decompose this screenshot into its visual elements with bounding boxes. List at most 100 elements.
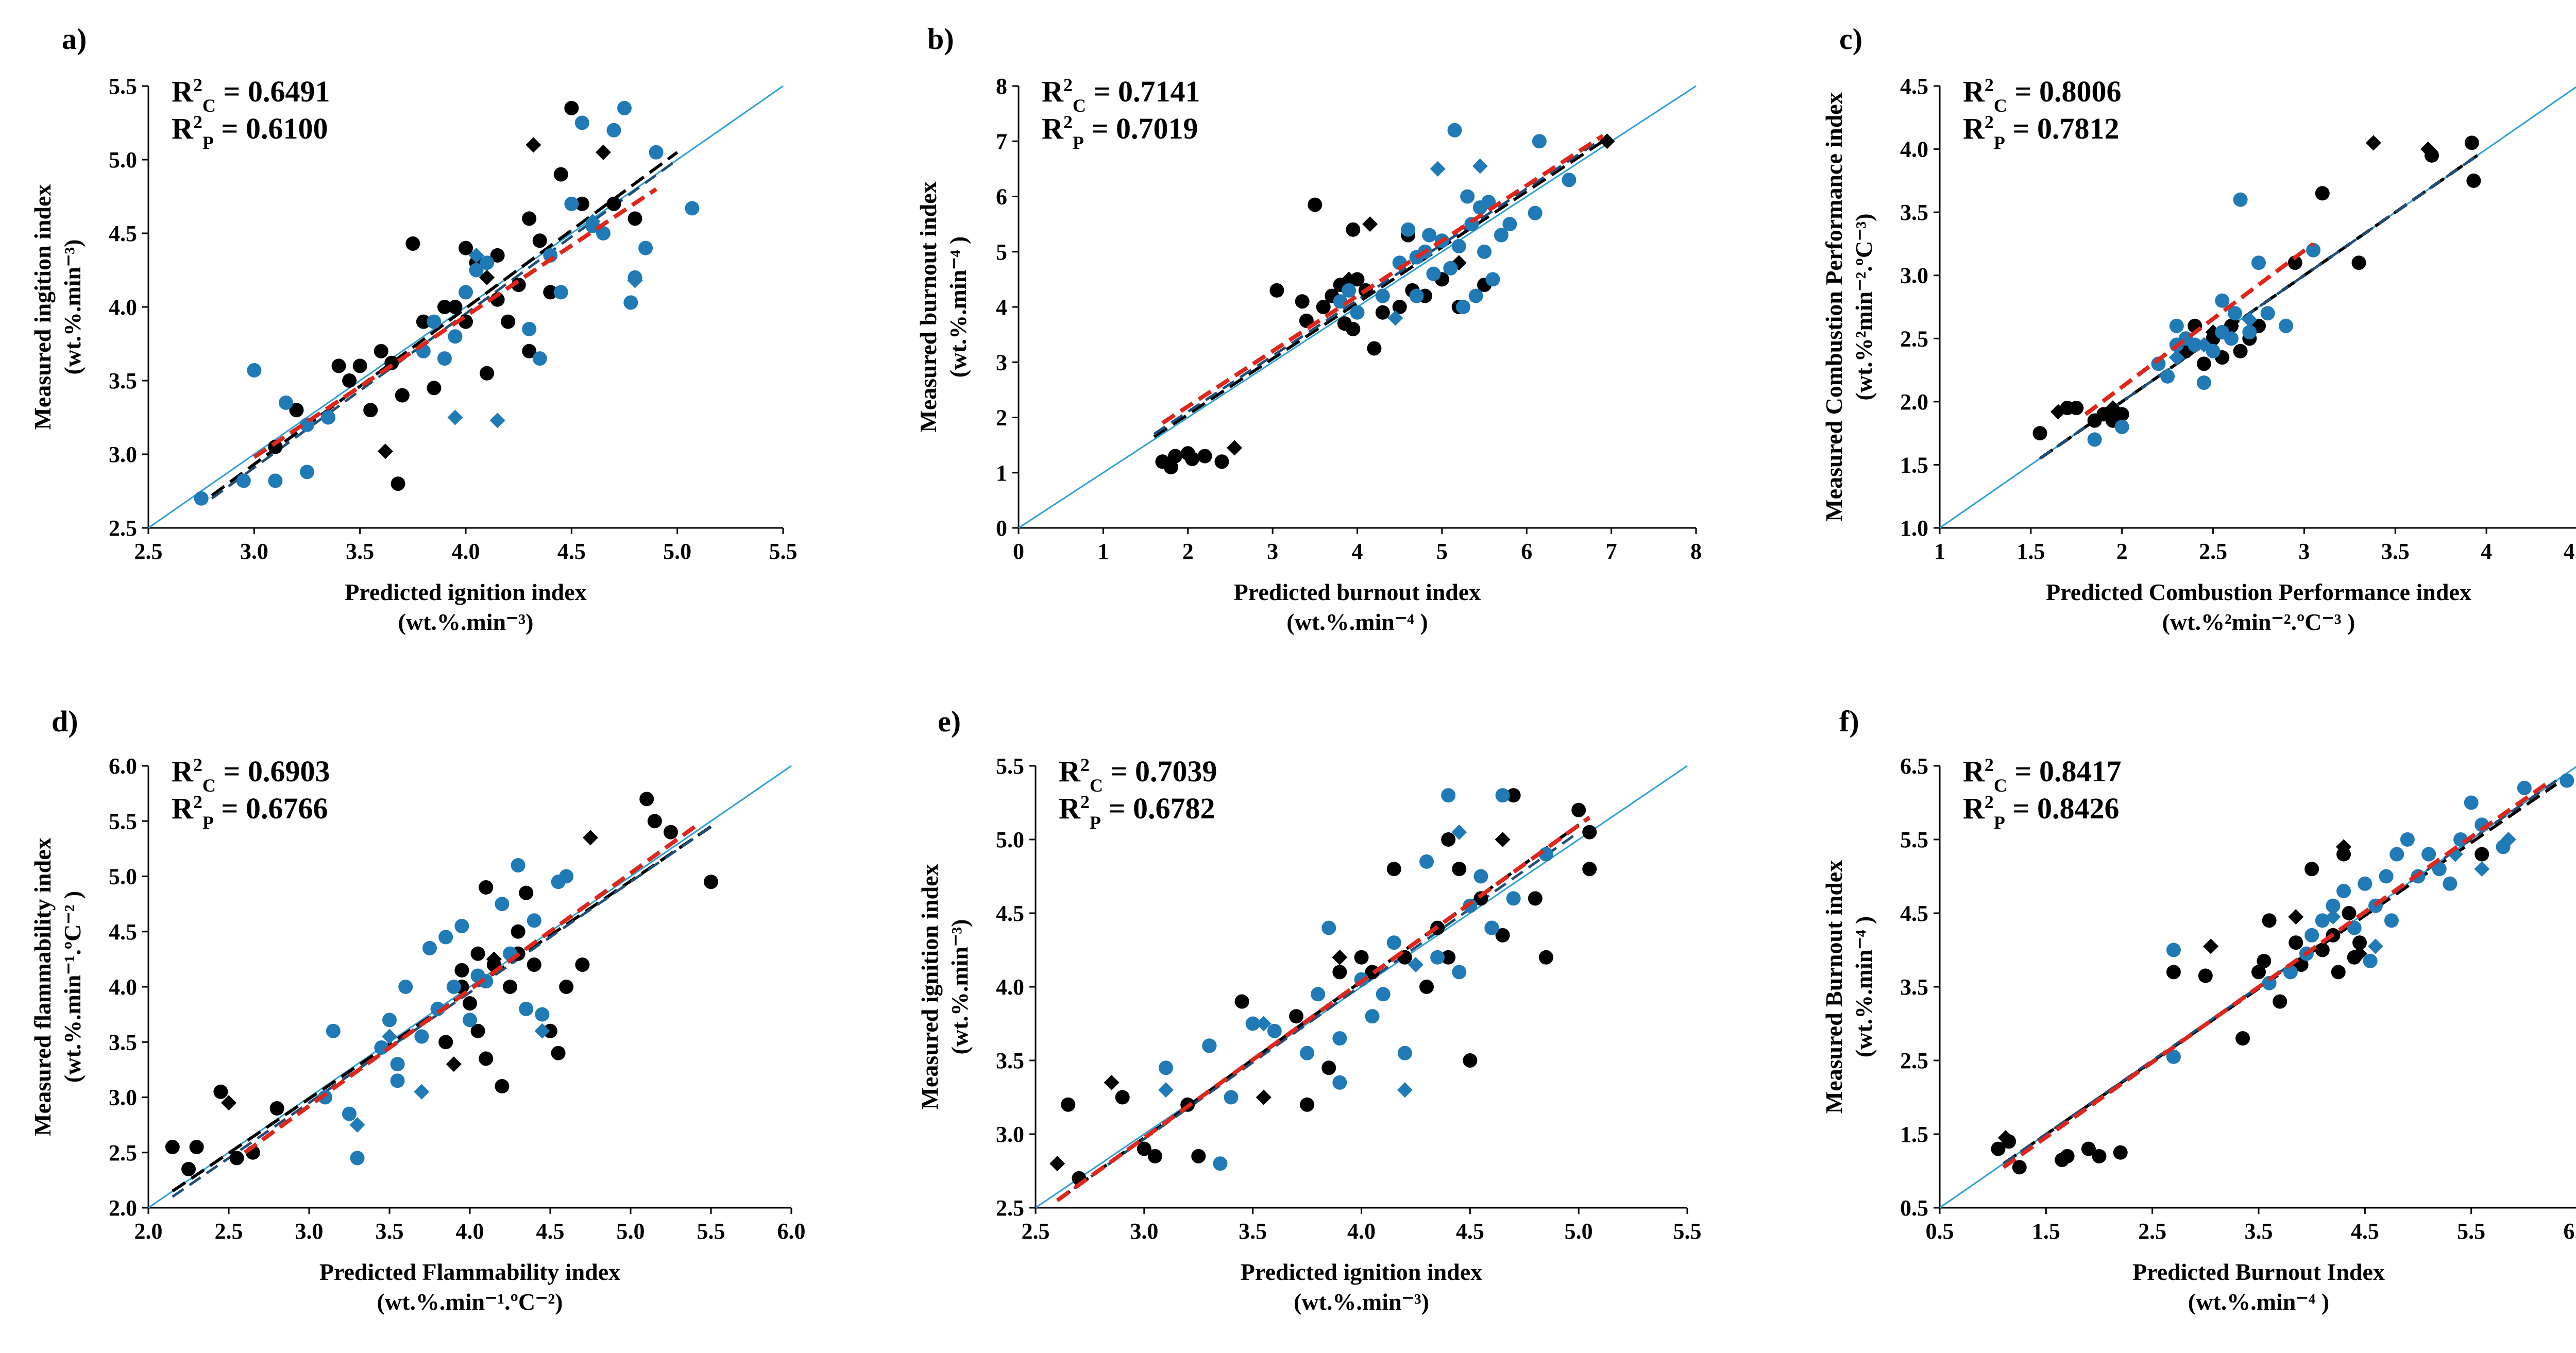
x-tick-label: 2.0 — [134, 1219, 163, 1244]
prediction-point — [2443, 876, 2458, 891]
x-axis-unit: (wt.%.min⁻⁴ ) — [2188, 1289, 2329, 1315]
calibration-point — [2289, 935, 2303, 950]
trendline-prediction — [1056, 831, 1580, 1202]
calibration-point — [165, 1140, 180, 1155]
calibration-diamond-point — [2105, 400, 2121, 416]
prediction-diamond-point — [382, 1029, 397, 1044]
calibration-point — [2315, 186, 2330, 201]
r2-calibration-value: 0.8006 — [2039, 75, 2122, 108]
prediction-point — [685, 201, 700, 216]
x-tick-label: 4.5 — [2564, 539, 2576, 564]
prediction-point — [1506, 891, 1521, 906]
x-tick-label: 2.5 — [1022, 1219, 1050, 1244]
calibration-diamond-point — [2420, 141, 2436, 157]
prediction-diamond-point — [1408, 957, 1423, 973]
x-tick-label: 4.5 — [1456, 1219, 1484, 1244]
y-tick-label: 3.5 — [1900, 974, 1928, 1000]
prediction-point — [2169, 318, 2184, 333]
calibration-point — [289, 403, 304, 418]
x-tick-label: 3.5 — [346, 539, 374, 564]
y-tick-label: 5.5 — [109, 74, 137, 99]
x-tick-label: 4.0 — [452, 539, 480, 564]
calibration-point — [1332, 965, 1347, 980]
prediction-point — [553, 285, 568, 300]
calibration-point — [501, 314, 516, 329]
prediction-point — [1460, 189, 1475, 204]
x-axis-unit: (wt.%.min⁻⁴ ) — [1286, 609, 1428, 635]
calibration-diamond-point — [1362, 216, 1378, 232]
y-tick-label: 4.5 — [996, 901, 1024, 926]
prediction-point — [446, 980, 461, 994]
calibration-point — [1214, 454, 1229, 469]
prediction-point — [1502, 217, 1517, 232]
calibration-point — [331, 358, 346, 373]
calibration-point — [189, 1140, 204, 1155]
y-tick-label: 3.0 — [109, 442, 137, 467]
r2-prediction: R2P = 0.7812 — [1963, 112, 2119, 153]
trendline-calibration — [2003, 783, 2557, 1165]
x-tick-label: 5.0 — [663, 539, 691, 564]
y-tick-label: 1.5 — [1900, 1122, 1928, 1147]
trendline-overall — [253, 187, 657, 459]
x-axis-label: Predicted Flammability index — [319, 1259, 620, 1285]
prediction-diamond-point — [585, 214, 601, 230]
calibration-point — [2092, 1149, 2107, 1163]
trendline-calibration — [1056, 823, 1580, 1202]
prediction-point — [1376, 987, 1391, 1002]
prediction-point — [414, 1029, 429, 1044]
calibration-point — [2060, 1149, 2075, 1163]
prediction-diamond-point — [1387, 310, 1403, 326]
r2-prediction-value: 0.7019 — [1116, 112, 1198, 145]
calibration-point — [1506, 788, 1521, 803]
calibration-point — [1295, 294, 1310, 309]
x-tick-label: 2 — [2116, 539, 2128, 564]
panel-letter: b) — [927, 22, 954, 56]
calibration-point — [522, 211, 537, 226]
prediction-point — [2215, 325, 2230, 340]
calibration-point — [342, 373, 357, 388]
y-axis-unit: (wt.%.min⁻³) — [59, 239, 86, 375]
x-tick-label: 5 — [1436, 539, 1448, 564]
calibration-point — [1184, 451, 1199, 466]
calibration-diamond-point — [2336, 839, 2352, 855]
x-tick-label: 5.0 — [1565, 1219, 1593, 1244]
prediction-point — [318, 1090, 333, 1105]
calibration-point — [459, 241, 473, 255]
calibration-diamond-point — [595, 144, 611, 160]
x-tick-label: 6 — [1521, 539, 1532, 564]
calibration-diamond-point — [1495, 832, 1511, 847]
calibration-point — [1495, 928, 1510, 943]
prediction-point — [2379, 869, 2394, 884]
calibration-point — [2475, 847, 2489, 862]
calibration-point — [1375, 305, 1390, 320]
prediction-point — [382, 1013, 397, 1027]
y-tick-label: 4.0 — [109, 974, 137, 1000]
calibration-point — [1350, 272, 1365, 287]
y-tick-label: 2.5 — [1900, 326, 1928, 351]
calibration-point — [2081, 1141, 2096, 1156]
calibration-point — [1365, 965, 1380, 980]
y-tick-label: 3.5 — [1900, 200, 1928, 225]
calibration-point — [1191, 1149, 1206, 1163]
calibration-point — [543, 285, 558, 300]
prediction-point — [649, 145, 664, 160]
calibration-point — [352, 358, 367, 373]
prediction-point — [1426, 266, 1441, 281]
prediction-point — [1443, 261, 1458, 276]
x-axis-unit: (wt.%.min⁻¹.ºC⁻²) — [377, 1289, 563, 1315]
r2-calibration: R2C = 0.6903 — [172, 755, 330, 796]
r2-prediction-value: 0.8426 — [2037, 792, 2120, 825]
r2-calibration: R2C = 0.8006 — [1963, 75, 2121, 116]
prediction-point — [1159, 1060, 1173, 1075]
calibration-point — [532, 233, 547, 248]
y-axis-label: Measured Burnout index — [1821, 860, 1847, 1114]
x-tick-label: 2.5 — [2199, 539, 2227, 564]
panel-letter: e) — [938, 705, 961, 738]
x-axis-unit: (wt.%²min⁻².ºC⁻³ ) — [2162, 609, 2355, 635]
prediction-point — [390, 1073, 405, 1088]
calibration-point — [2273, 994, 2287, 1009]
calibration-point — [181, 1161, 196, 1176]
calibration-point — [454, 963, 469, 978]
trendline-prediction — [211, 158, 679, 500]
x-tick-label: 5.5 — [769, 539, 798, 564]
